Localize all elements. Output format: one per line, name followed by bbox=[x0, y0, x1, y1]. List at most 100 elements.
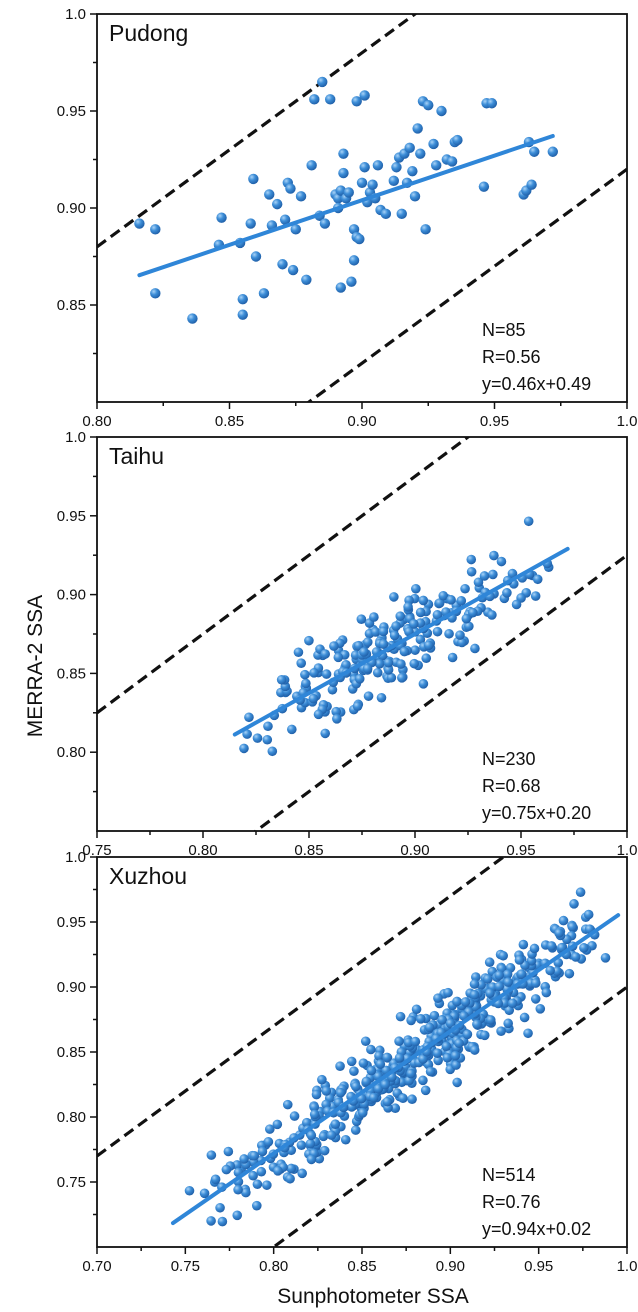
data-point bbox=[433, 1055, 443, 1066]
panel-pudong: 0.80 0.85 0.90 0.95 1.0 0.85 0.90 0.95 1.0 Pudong… bbox=[57, 6, 638, 430]
data-point bbox=[199, 1188, 210, 1199]
data-point bbox=[496, 556, 507, 567]
data-point bbox=[354, 233, 365, 245]
y-tick-label: 0.80 bbox=[57, 1109, 86, 1126]
data-point bbox=[359, 90, 370, 101]
data-point bbox=[415, 607, 426, 618]
data-point bbox=[366, 1044, 376, 1055]
data-point bbox=[302, 1117, 312, 1128]
data-point bbox=[309, 668, 319, 678]
data-point bbox=[432, 1048, 443, 1059]
data-point bbox=[389, 630, 400, 641]
data-point bbox=[319, 1145, 330, 1156]
data-point bbox=[420, 224, 431, 235]
data-point bbox=[442, 1052, 453, 1063]
data-point bbox=[265, 1124, 275, 1134]
data-point bbox=[241, 1187, 251, 1198]
data-point bbox=[407, 165, 418, 177]
data-point bbox=[394, 1036, 404, 1047]
upper-bound-line bbox=[97, 857, 507, 1158]
y-tick-label: 0.75 bbox=[57, 1174, 86, 1191]
data-point bbox=[184, 1185, 195, 1196]
x-tick-label: 0.90 bbox=[436, 1258, 465, 1275]
data-point bbox=[494, 970, 504, 981]
data-point bbox=[451, 1060, 461, 1070]
data-point bbox=[329, 641, 339, 651]
data-point bbox=[378, 639, 389, 649]
data-point bbox=[412, 123, 423, 134]
data-point bbox=[488, 569, 498, 580]
data-point bbox=[333, 652, 344, 663]
data-point bbox=[327, 684, 338, 695]
data-point bbox=[415, 1014, 426, 1024]
data-point bbox=[262, 734, 273, 745]
data-point bbox=[372, 160, 384, 171]
y-tick-label: 1.0 bbox=[65, 6, 86, 23]
data-point bbox=[276, 674, 287, 685]
data-point bbox=[546, 941, 557, 951]
data-point bbox=[496, 1026, 506, 1036]
panel-xuzhou: 0.70 0.75 0.80 0.85 0.90 0.95 1.0 0.75 0.80 0.85 0… bbox=[57, 849, 638, 1275]
data-point bbox=[290, 224, 301, 235]
data-point bbox=[454, 1038, 464, 1049]
data-point bbox=[346, 276, 357, 287]
data-point bbox=[456, 596, 467, 606]
data-point bbox=[249, 1150, 260, 1161]
data-point bbox=[382, 1052, 392, 1063]
data-point bbox=[519, 1012, 530, 1023]
data-point bbox=[286, 1163, 297, 1174]
x-tick-label: 1.0 bbox=[617, 842, 638, 859]
data-point bbox=[438, 590, 449, 601]
data-point bbox=[444, 628, 454, 639]
stat-line: N=514 bbox=[482, 1165, 536, 1185]
data-point bbox=[486, 98, 498, 109]
data-point bbox=[526, 179, 537, 190]
x-tick-label: 0.75 bbox=[82, 842, 111, 859]
data-point bbox=[340, 1134, 351, 1145]
data-point bbox=[397, 673, 407, 683]
data-point bbox=[395, 1011, 406, 1022]
data-point bbox=[415, 148, 426, 159]
data-point bbox=[437, 1015, 447, 1025]
data-point bbox=[452, 1077, 462, 1088]
y-tick-label: 0.90 bbox=[57, 587, 86, 604]
data-point bbox=[245, 218, 256, 229]
data-point bbox=[424, 1022, 435, 1033]
data-point bbox=[420, 1085, 431, 1096]
data-point bbox=[425, 1066, 436, 1077]
data-point bbox=[558, 915, 569, 926]
data-point bbox=[206, 1216, 216, 1226]
data-point bbox=[287, 264, 299, 276]
data-point bbox=[418, 679, 429, 689]
data-point bbox=[583, 909, 594, 920]
data-point bbox=[368, 1092, 379, 1103]
data-point bbox=[359, 162, 370, 173]
data-point bbox=[382, 1096, 393, 1107]
data-point bbox=[309, 94, 320, 105]
panel-taihu: 0.75 0.80 0.85 0.90 0.95 1.0 0.80 0.85 0.90 0.95 1… bbox=[57, 429, 638, 859]
data-point bbox=[273, 1166, 283, 1176]
plot-area bbox=[97, 857, 627, 1247]
data-point bbox=[432, 626, 443, 637]
data-point bbox=[358, 1058, 369, 1068]
data-point bbox=[380, 208, 392, 220]
data-point bbox=[383, 657, 394, 668]
data-point bbox=[479, 1030, 490, 1041]
data-point bbox=[150, 224, 161, 235]
data-point bbox=[356, 177, 368, 188]
data-point bbox=[233, 1184, 243, 1195]
panel-title: Pudong bbox=[109, 20, 188, 46]
data-point bbox=[335, 185, 346, 196]
data-point bbox=[418, 1075, 428, 1086]
data-point bbox=[300, 669, 310, 680]
data-point bbox=[406, 1015, 416, 1026]
data-point bbox=[502, 969, 513, 980]
data-point bbox=[518, 939, 529, 950]
data-point bbox=[407, 1094, 417, 1105]
stat-line: y=0.46x+0.49 bbox=[482, 374, 591, 394]
data-point bbox=[375, 1059, 386, 1069]
data-point bbox=[404, 142, 415, 154]
data-point bbox=[343, 187, 354, 198]
data-point bbox=[479, 571, 490, 581]
